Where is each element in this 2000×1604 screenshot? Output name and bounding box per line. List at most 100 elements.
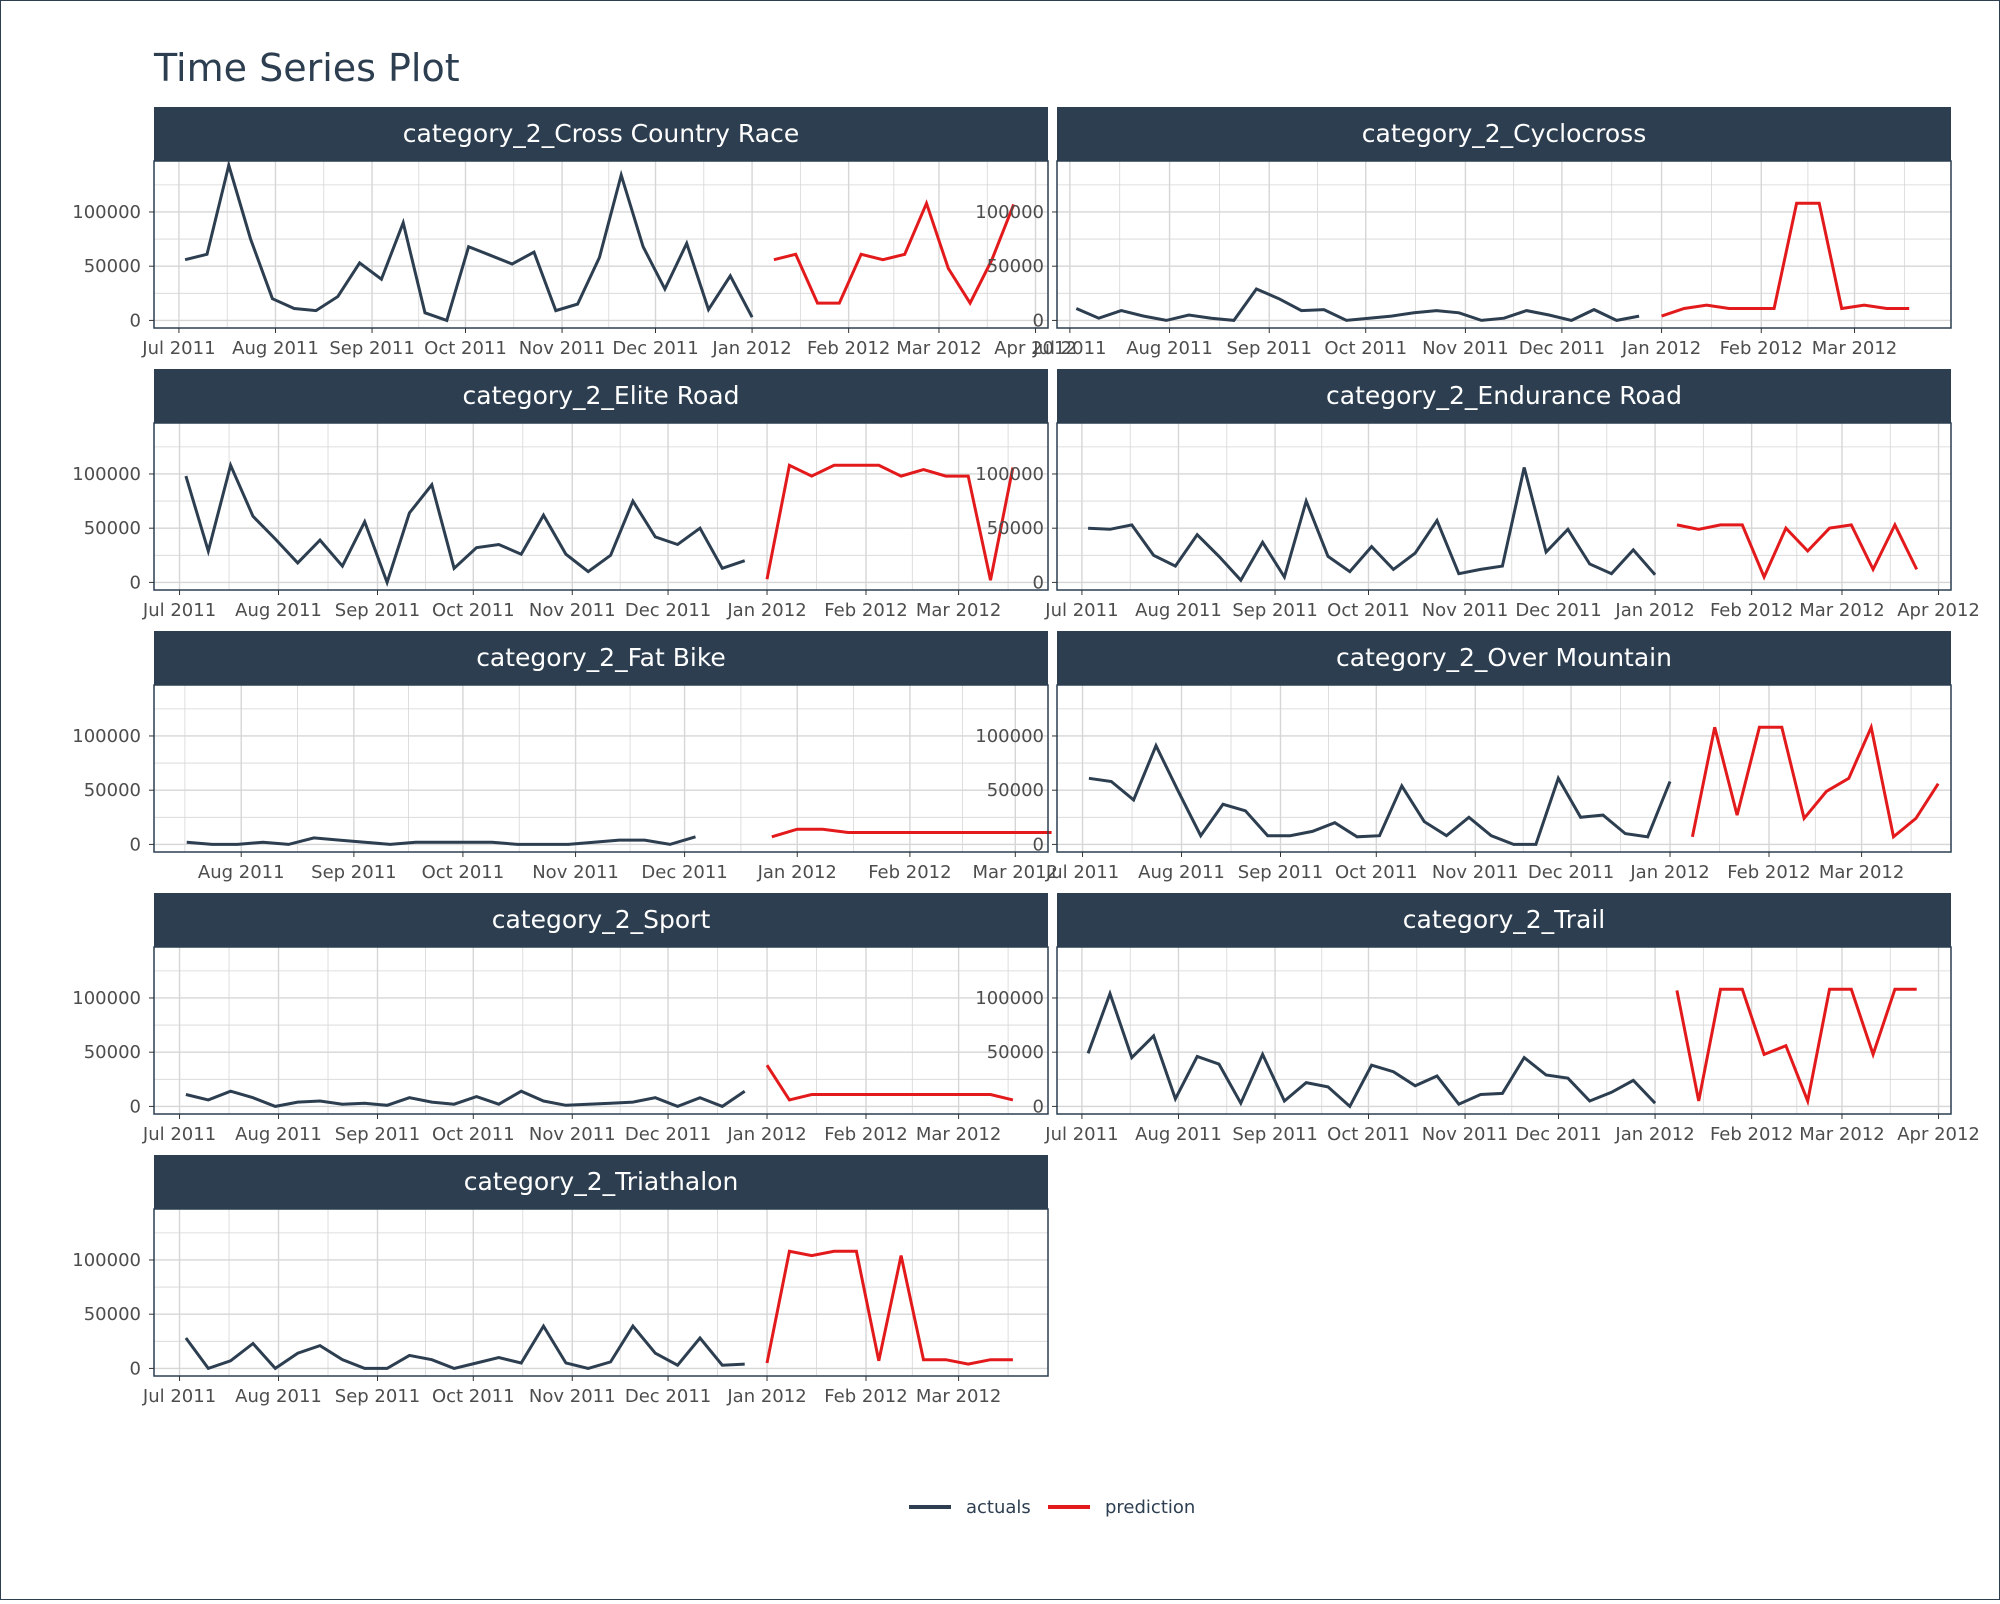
x-tick-label: Apr 2012 [1897, 600, 1980, 621]
facet-title: category_2_Cyclocross [1362, 119, 1646, 148]
series-line-actuals [1075, 287, 1640, 322]
x-tick-label: Oct 2011 [432, 1386, 515, 1407]
x-tick-label: Dec 2011 [625, 600, 711, 621]
x-tick-label: Aug 2011 [232, 338, 319, 359]
panel-border [1056, 684, 1952, 853]
panel-border [153, 946, 1049, 1115]
x-tick-label: Jan 2012 [1614, 1124, 1694, 1145]
x-tick-label: Mar 2012 [916, 1124, 1002, 1145]
x-tick-label: Oct 2011 [432, 1124, 515, 1145]
series-line-prediction [765, 1249, 1013, 1366]
y-tick-label: 0 [1033, 1096, 1044, 1117]
facet-strip [154, 631, 1048, 685]
x-tick-label: Mar 2012 [916, 1386, 1002, 1407]
x-tick-label: Jul 2011 [1032, 338, 1106, 359]
x-tick-label: Jul 2011 [141, 338, 215, 359]
x-tick-label: Aug 2011 [235, 600, 322, 621]
panel-border [153, 422, 1049, 591]
y-tick-label: 100000 [72, 464, 141, 485]
x-tick-label: Nov 2011 [1422, 1124, 1509, 1145]
x-tick-label: Oct 2011 [1327, 600, 1410, 621]
series-line-prediction [1675, 987, 1917, 1107]
x-tick-label: Aug 2011 [235, 1386, 322, 1407]
series-line-prediction [1661, 201, 1910, 318]
series-line-actuals [184, 159, 754, 323]
y-tick-label: 50000 [84, 1304, 141, 1325]
x-tick-label: Feb 2012 [807, 338, 890, 359]
grid [154, 1209, 1048, 1376]
y-tick-label: 100000 [72, 726, 141, 747]
x-tick-label: Feb 2012 [1720, 338, 1803, 359]
series-line-prediction [771, 827, 1052, 839]
x-tick-label: Nov 2011 [532, 862, 619, 883]
facet-panel: category_2_Fat Bike 0 50000 100000 Aug 2011 S… [72, 631, 1058, 883]
x-tick-label: Aug 2011 [1126, 338, 1213, 359]
x-tick-label: Sep 2011 [1232, 1124, 1317, 1145]
x-tick-label: Nov 2011 [529, 600, 616, 621]
x-tick-label: Dec 2011 [641, 862, 727, 883]
x-tick-label: Oct 2011 [432, 600, 515, 621]
y-tick-label: 100000 [975, 202, 1044, 223]
x-tick-label: Nov 2011 [529, 1386, 616, 1407]
x-tick-label: Mar 2012 [1799, 1124, 1885, 1145]
x-tick-label: Feb 2012 [1710, 600, 1793, 621]
x-tick-label: Oct 2011 [422, 862, 505, 883]
x-tick-label: Nov 2011 [1422, 338, 1509, 359]
x-tick-label: Mar 2012 [916, 600, 1002, 621]
facet-strip [154, 1155, 1048, 1209]
y-tick-label: 0 [130, 834, 141, 855]
facet-strip [1057, 893, 1951, 947]
x-tick-label: Nov 2011 [529, 1124, 616, 1145]
x-tick-label: Oct 2011 [1335, 862, 1418, 883]
panel-border [153, 1208, 1049, 1377]
series-line-actuals [184, 1323, 745, 1371]
x-tick-label: Feb 2012 [824, 1124, 907, 1145]
facet-strip [154, 369, 1048, 423]
x-tick-label: Apr 2012 [1897, 1124, 1980, 1145]
series-line-actuals [1088, 467, 1657, 583]
series-line-actuals [1086, 989, 1657, 1109]
x-tick-label: Oct 2011 [1324, 338, 1407, 359]
y-tick-label: 0 [1033, 834, 1044, 855]
panel-border [1056, 946, 1952, 1115]
x-tick-label: Aug 2011 [1135, 1124, 1222, 1145]
series-line-prediction [773, 199, 1016, 307]
x-tick-label: Sep 2011 [329, 338, 414, 359]
y-tick-label: 100000 [72, 988, 141, 1009]
grid [1057, 685, 1951, 852]
x-tick-label: Jul 2011 [1045, 862, 1119, 883]
x-tick-label: Sep 2011 [1238, 862, 1323, 883]
x-tick-label: Jan 2012 [726, 1386, 806, 1407]
panel-border [153, 684, 1049, 853]
facet-panel: category_2_Elite Road 0 50000 100000 Jul 201… [72, 369, 1049, 621]
facet-strip [154, 107, 1048, 161]
x-tick-label: Jul 2011 [1044, 1124, 1118, 1145]
x-tick-label: Oct 2011 [424, 338, 507, 359]
facet-title: category_2_Cross Country Race [403, 119, 799, 148]
x-tick-label: Dec 2011 [612, 338, 698, 359]
x-tick-label: Feb 2012 [1710, 1124, 1793, 1145]
x-tick-label: Aug 2011 [1135, 600, 1222, 621]
x-tick-label: Jul 2011 [142, 1386, 216, 1407]
grid [154, 423, 1048, 590]
x-tick-label: Mar 2012 [1799, 600, 1885, 621]
x-tick-label: Nov 2011 [1432, 862, 1519, 883]
facet-strip [1057, 107, 1951, 161]
x-tick-label: Aug 2011 [1138, 862, 1225, 883]
x-tick-label: Sep 2011 [1227, 338, 1312, 359]
facet-title: category_2_Fat Bike [476, 643, 726, 672]
y-tick-label: 100000 [72, 202, 141, 223]
series-line-prediction [1690, 722, 1940, 840]
facet-panel: category_2_Triathalon 0 50000 100000 Jul 201… [72, 1155, 1049, 1407]
facet-strip [1057, 631, 1951, 685]
y-tick-label: 50000 [84, 256, 141, 277]
x-tick-label: Oct 2011 [1327, 1124, 1410, 1145]
x-tick-label: Dec 2011 [1528, 862, 1614, 883]
panel-border [1056, 422, 1952, 591]
x-tick-label: Sep 2011 [335, 1386, 420, 1407]
x-tick-label: Jan 2012 [1614, 600, 1694, 621]
panel-border [153, 160, 1049, 329]
facet-panel: category_2_Over Mountain 0 50000 100000 Jul … [975, 631, 1952, 883]
x-tick-label: Sep 2011 [311, 862, 396, 883]
